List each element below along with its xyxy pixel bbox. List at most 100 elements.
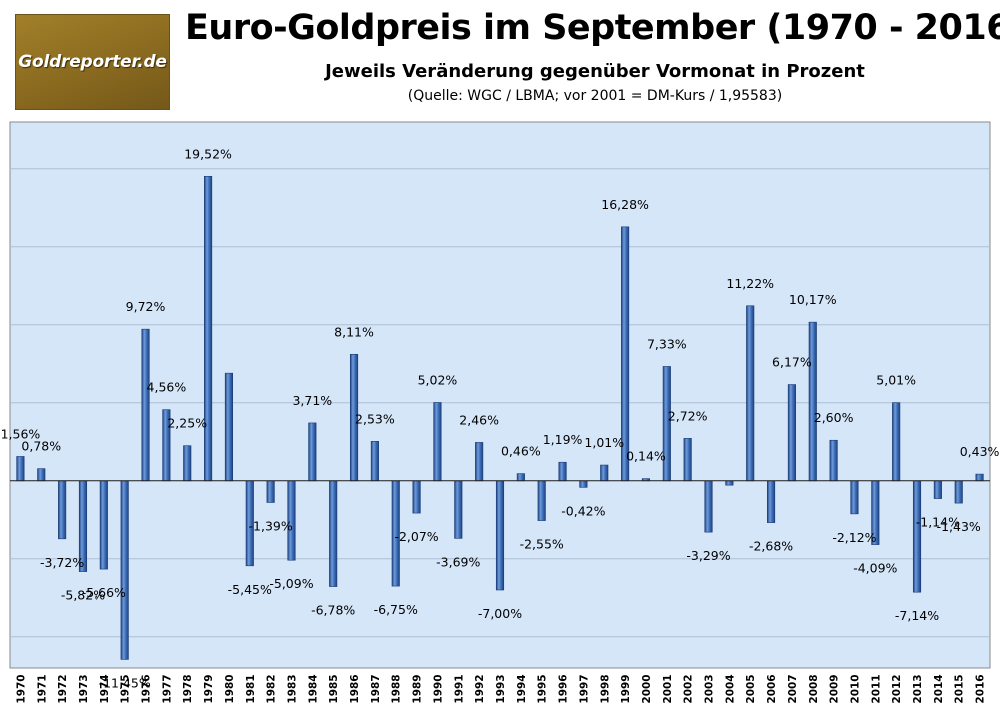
tick-label-2010: 2010 bbox=[849, 674, 861, 703]
tick-label-2002: 2002 bbox=[683, 674, 695, 703]
bar-1979 bbox=[204, 175, 213, 482]
data-label-2012: 5,01% bbox=[876, 373, 916, 388]
tick-label-1989: 1989 bbox=[412, 674, 424, 703]
tick-label-1977: 1977 bbox=[161, 674, 173, 703]
tick-label-2016: 2016 bbox=[975, 674, 987, 703]
tick-label-1986: 1986 bbox=[349, 674, 361, 703]
bar-1991 bbox=[454, 480, 463, 539]
chart-subtitle: Jeweils Veränderung gegenüber Vormonat i… bbox=[325, 61, 865, 82]
bar-1989 bbox=[412, 480, 421, 514]
logo-text: Goldreporter.de bbox=[18, 52, 167, 72]
logo: Goldreporter.de bbox=[15, 14, 170, 110]
data-label-1976: 9,72% bbox=[126, 299, 166, 314]
data-label-1983: -5,09% bbox=[269, 576, 313, 591]
data-label-2006: -2,68% bbox=[749, 539, 793, 554]
data-label-2001: 7,33% bbox=[647, 336, 687, 351]
tick-label-2012: 2012 bbox=[891, 674, 903, 703]
data-label-1987: 2,53% bbox=[355, 411, 395, 426]
tick-label-1988: 1988 bbox=[391, 674, 403, 703]
tick-label-1982: 1982 bbox=[266, 674, 278, 703]
data-label-1978: 2,25% bbox=[167, 416, 207, 431]
data-label-1975: -11,45% bbox=[99, 675, 151, 690]
data-label-2014: -1,14% bbox=[916, 515, 960, 530]
data-label-1988: -6,75% bbox=[374, 602, 418, 617]
tick-label-1972: 1972 bbox=[57, 674, 69, 703]
tick-label-1970: 1970 bbox=[15, 674, 27, 703]
bar-1971 bbox=[37, 468, 46, 482]
bar-1984 bbox=[308, 422, 317, 482]
tick-label-1984: 1984 bbox=[307, 674, 319, 703]
tick-label-2004: 2004 bbox=[724, 674, 736, 703]
tick-label-1976: 1976 bbox=[141, 674, 153, 703]
bar-2003 bbox=[704, 480, 713, 533]
chart-source: (Quelle: WGC / LBMA; vor 2001 = DM-Kurs … bbox=[407, 88, 783, 104]
bar-2013 bbox=[912, 480, 922, 593]
tick-label-1994: 1994 bbox=[516, 674, 528, 703]
tick-label-1980: 1980 bbox=[224, 674, 236, 703]
bar-1997 bbox=[579, 480, 588, 488]
data-label-2008: 10,17% bbox=[789, 292, 837, 307]
data-label-1997: -0,42% bbox=[561, 503, 605, 518]
tick-label-1995: 1995 bbox=[537, 674, 549, 703]
data-label-1981: -5,45% bbox=[228, 582, 272, 597]
tick-label-1971: 1971 bbox=[36, 674, 48, 703]
bar-2014 bbox=[933, 480, 942, 499]
data-label-2011: -4,09% bbox=[853, 561, 897, 576]
tick-label-1985: 1985 bbox=[328, 674, 340, 703]
bar-2007 bbox=[787, 384, 796, 482]
bar-1990 bbox=[433, 402, 442, 482]
tick-label-1993: 1993 bbox=[495, 674, 507, 703]
data-label-2013: -7,14% bbox=[895, 608, 939, 623]
tick-label-1992: 1992 bbox=[474, 674, 486, 703]
tick-label-2015: 2015 bbox=[954, 674, 966, 703]
data-label-1994: 0,46% bbox=[501, 444, 541, 459]
tick-label-2001: 2001 bbox=[662, 674, 674, 703]
tick-label-1996: 1996 bbox=[558, 674, 570, 703]
tick-label-1999: 1999 bbox=[620, 674, 632, 703]
data-label-2016: 0,43% bbox=[960, 444, 1000, 459]
tick-label-1990: 1990 bbox=[432, 674, 444, 703]
data-label-1971: 0,78% bbox=[21, 439, 61, 454]
data-label-2002: 2,72% bbox=[668, 408, 708, 423]
bar-1974 bbox=[99, 480, 108, 570]
data-label-2015: -1,43% bbox=[937, 519, 981, 534]
data-label-2005: 11,22% bbox=[726, 276, 774, 291]
bar-2005 bbox=[746, 305, 755, 482]
bar-1992 bbox=[475, 442, 484, 482]
bar-2012 bbox=[892, 402, 901, 482]
tick-label-1978: 1978 bbox=[182, 674, 194, 703]
bar-1994 bbox=[516, 473, 525, 482]
bar-1975 bbox=[120, 480, 129, 660]
data-labels: 1,56%0,78% -3,72% -5,82%-5,66% -11,45% 9,72%… bbox=[1, 146, 1000, 690]
data-label-2010: -2,12% bbox=[832, 530, 876, 545]
tick-label-1987: 1987 bbox=[370, 674, 382, 703]
gridlines bbox=[10, 168, 990, 638]
tick-label-2007: 2007 bbox=[787, 674, 799, 703]
data-label-1982: -1,39% bbox=[249, 518, 293, 533]
data-label-2000: 0,14% bbox=[626, 449, 666, 464]
bar-1980 bbox=[224, 372, 233, 482]
data-label-1973: -5,82% bbox=[61, 588, 105, 603]
tick-label-1991: 1991 bbox=[453, 674, 465, 703]
data-label-1996: 1,19% bbox=[543, 432, 583, 447]
bar-1972 bbox=[58, 480, 67, 540]
tick-label-2011: 2011 bbox=[870, 674, 882, 703]
data-label-1977: 4,56% bbox=[147, 380, 187, 395]
bar-1978 bbox=[183, 445, 192, 482]
tick-label-2014: 2014 bbox=[933, 674, 945, 703]
bar-2010 bbox=[850, 480, 859, 515]
tick-label-2005: 2005 bbox=[745, 674, 757, 703]
tick-label-1979: 1979 bbox=[203, 674, 215, 703]
data-label-1970: 1,56% bbox=[1, 426, 41, 441]
data-label-2003: -3,29% bbox=[686, 548, 730, 563]
bar-2015 bbox=[954, 480, 963, 504]
tick-label-1974: 1974 bbox=[99, 674, 111, 703]
tick-label-2006: 2006 bbox=[766, 674, 778, 703]
bar-1987 bbox=[370, 441, 379, 482]
bar-2009 bbox=[829, 439, 838, 482]
bar-1996 bbox=[558, 461, 567, 482]
data-label-1991: -3,69% bbox=[436, 554, 480, 569]
bar-2008 bbox=[808, 321, 817, 482]
tick-label-2003: 2003 bbox=[704, 674, 716, 703]
bar-1982 bbox=[266, 480, 275, 503]
